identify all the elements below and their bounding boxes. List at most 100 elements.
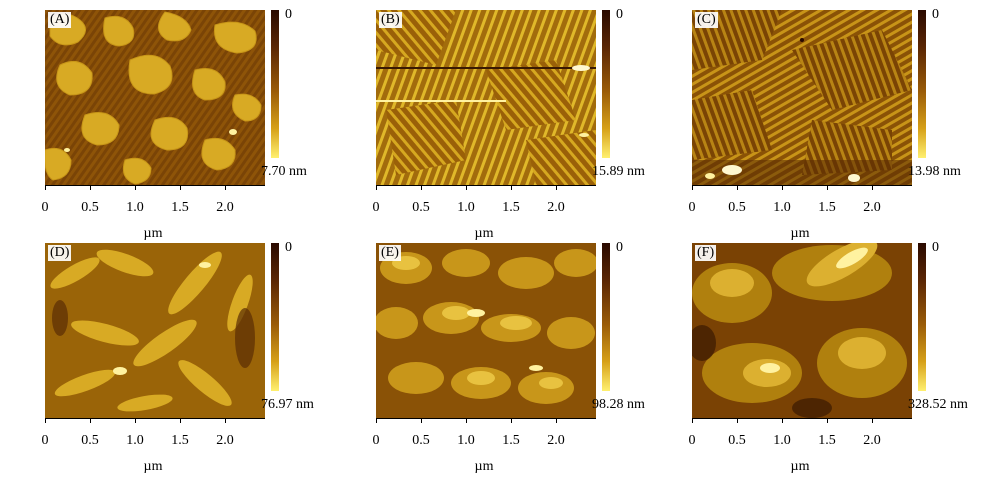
x-tick-label-c: 0.5 [728, 200, 746, 215]
afm-panel-e: (E) 0 98.28 nm 0 0.5 1.0 1.5 2.0 µm [373, 240, 696, 478]
x-tick-b [511, 185, 512, 190]
x-axis-line-b [376, 185, 596, 186]
x-tick-label-a: 2.0 [216, 200, 234, 215]
afm-image-e [376, 243, 596, 418]
afm-panel-b: (B) 0 15.89 nm 0 0.5 1.0 1.5 2.0 µm [373, 7, 696, 245]
x-tick-c [872, 185, 873, 190]
x-tick-b [421, 185, 422, 190]
x-tick-e [466, 418, 467, 423]
x-tick-f [827, 418, 828, 423]
panel-label-a: (A) [48, 12, 72, 28]
x-tick-label-d: 2.0 [216, 433, 234, 448]
x-tick-a [45, 185, 46, 190]
x-tick-label-a: 1.5 [171, 200, 189, 215]
afm-image-c [692, 10, 912, 185]
x-tick-e [421, 418, 422, 423]
scale-max-e: 0 [616, 240, 623, 255]
x-tick-c [737, 185, 738, 190]
x-tick-f [782, 418, 783, 423]
afm-image-f [692, 243, 912, 418]
x-axis-label-e: µm [474, 459, 494, 474]
x-tick-f [692, 418, 693, 423]
x-tick-label-d: 1.5 [171, 433, 189, 448]
x-tick-b [376, 185, 377, 190]
x-tick-label-b: 2.0 [547, 200, 565, 215]
x-tick-label-c: 0 [688, 200, 696, 215]
x-tick-label-c: 2.0 [863, 200, 881, 215]
afm-topography-f [692, 243, 912, 418]
x-axis-line-f [692, 418, 912, 419]
x-tick-label-f: 0 [688, 433, 696, 448]
x-tick-label-a: 0.5 [81, 200, 99, 215]
x-axis-label-b: µm [474, 226, 494, 241]
scale-max-f: 0 [932, 240, 939, 255]
afm-topography-e [376, 243, 596, 418]
x-tick-label-c: 1.0 [773, 200, 791, 215]
x-tick-label-e: 0.5 [412, 433, 430, 448]
x-axis-line-a [45, 185, 265, 186]
panel-label-d: (D) [48, 245, 72, 261]
afm-topography-b [376, 10, 596, 185]
x-tick-c [827, 185, 828, 190]
scale-min-b: 15.89 nm [592, 164, 645, 179]
x-tick-f [872, 418, 873, 423]
x-tick-e [511, 418, 512, 423]
x-tick-label-f: 2.0 [863, 433, 881, 448]
x-tick-label-a: 1.0 [126, 200, 144, 215]
x-tick-label-f: 1.0 [773, 433, 791, 448]
scale-min-a: 7.70 nm [261, 164, 307, 179]
x-tick-d [225, 418, 226, 423]
scale-max-d: 0 [285, 240, 292, 255]
x-tick-d [45, 418, 46, 423]
x-tick-label-d: 0.5 [81, 433, 99, 448]
panel-label-c: (C) [695, 12, 718, 28]
x-tick-label-b: 1.0 [457, 200, 475, 215]
x-tick-d [90, 418, 91, 423]
color-scale-bar-e [602, 243, 610, 391]
x-tick-label-b: 0 [372, 200, 380, 215]
afm-image-b [376, 10, 596, 185]
x-tick-a [90, 185, 91, 190]
panel-label-b: (B) [379, 12, 402, 28]
afm-image-a [45, 10, 265, 185]
scale-max-b: 0 [616, 7, 623, 22]
color-scale-bar-b [602, 10, 610, 158]
x-tick-label-d: 0 [41, 433, 49, 448]
x-tick-d [135, 418, 136, 423]
color-scale-bar-f [918, 243, 926, 391]
x-axis-label-c: µm [790, 226, 810, 241]
x-axis-label-d: µm [143, 459, 163, 474]
x-tick-c [782, 185, 783, 190]
x-tick-label-b: 1.5 [502, 200, 520, 215]
x-tick-a [180, 185, 181, 190]
afm-panel-a: (A) 0 7.70 nm 0 0.5 1.0 1.5 2.0 µm [42, 7, 365, 245]
color-scale-bar-c [918, 10, 926, 158]
afm-topography-d [45, 243, 265, 418]
scale-min-c: 13.98 nm [908, 164, 961, 179]
scale-min-f: 328.52 nm [908, 397, 968, 412]
x-tick-b [556, 185, 557, 190]
x-tick-e [556, 418, 557, 423]
x-axis-line-e [376, 418, 596, 419]
x-tick-e [376, 418, 377, 423]
color-scale-bar-a [271, 10, 279, 158]
x-tick-label-f: 0.5 [728, 433, 746, 448]
afm-panel-f: (F) 0 328.52 nm 0 0.5 1.0 1.5 2.0 µm [689, 240, 1000, 478]
afm-panel-d: (D) 0 76.97 nm 0 0.5 1.0 1.5 2.0 µm [42, 240, 365, 478]
afm-panel-c: (C) 0 13.98 nm 0 0.5 1.0 1.5 2.0 µm [689, 7, 1000, 245]
x-axis-label-a: µm [143, 226, 163, 241]
scale-min-e: 98.28 nm [592, 397, 645, 412]
x-tick-label-e: 1.5 [502, 433, 520, 448]
x-tick-a [225, 185, 226, 190]
x-tick-label-e: 0 [372, 433, 380, 448]
x-tick-a [135, 185, 136, 190]
x-tick-c [692, 185, 693, 190]
x-tick-d [180, 418, 181, 423]
x-tick-label-a: 0 [41, 200, 49, 215]
x-axis-line-d [45, 418, 265, 419]
scale-max-c: 0 [932, 7, 939, 22]
x-tick-label-e: 2.0 [547, 433, 565, 448]
x-tick-label-d: 1.0 [126, 433, 144, 448]
x-tick-label-b: 0.5 [412, 200, 430, 215]
panel-label-e: (E) [379, 245, 401, 261]
